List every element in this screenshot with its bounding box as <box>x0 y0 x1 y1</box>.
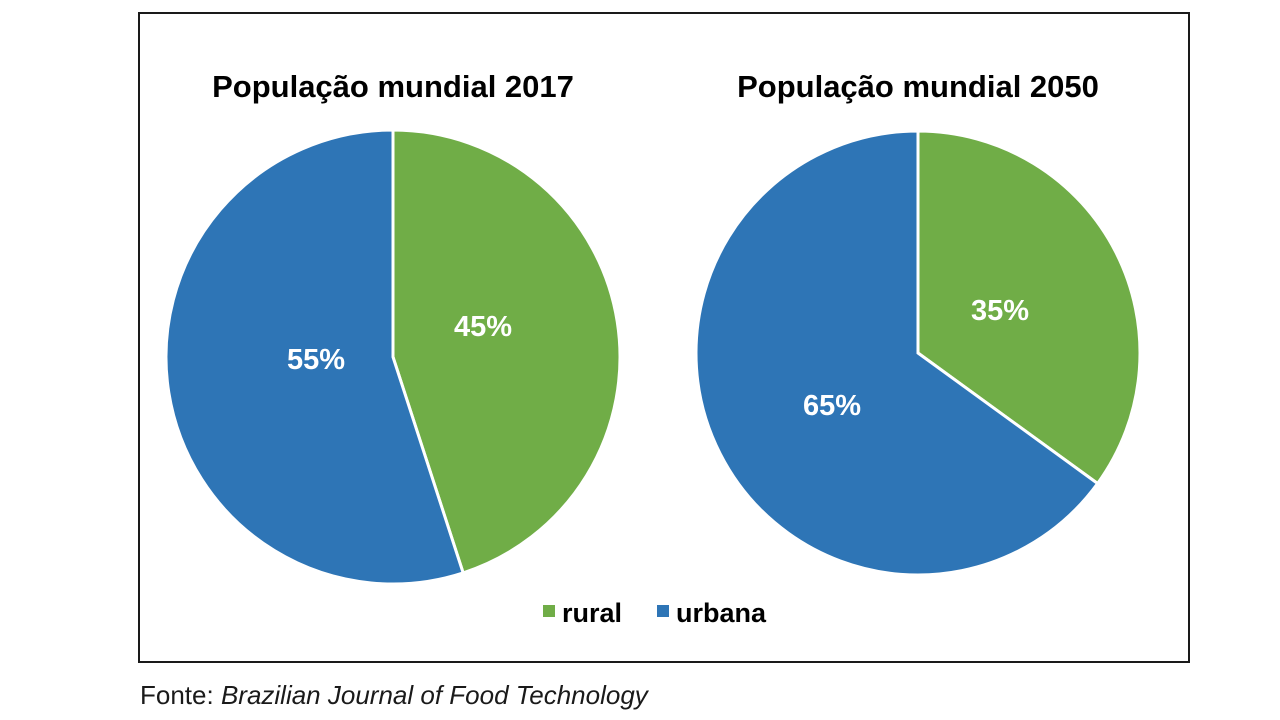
source-prefix: Fonte: <box>140 680 221 710</box>
legend-swatch-urbana <box>657 605 669 617</box>
chart-title-2050: População mundial 2050 <box>737 69 1099 104</box>
legend-label-rural: rural <box>562 598 622 628</box>
pie-slice-urbana <box>694 129 1100 577</box>
legend-swatch-rural <box>543 605 555 617</box>
legend: rural urbana <box>543 598 767 628</box>
data-label-urbana-2050: 65% <box>803 390 861 422</box>
data-label-urbana-2017: 55% <box>287 344 345 376</box>
chart-frame <box>138 12 1190 663</box>
pie-chart-2017: População mundial 2017 45% 55% <box>164 69 622 586</box>
pie-chart-2050: População mundial 2050 35% 65% <box>694 69 1142 577</box>
data-label-rural-2050: 35% <box>971 295 1029 327</box>
source-journal: Brazilian Journal of Food Technology <box>220 680 648 710</box>
pie-slices-2017 <box>164 128 622 586</box>
legend-label-urbana: urbana <box>676 598 767 628</box>
chart-title-2017: População mundial 2017 <box>212 69 574 104</box>
pie-slice-rural <box>916 129 1142 486</box>
pie-slice-urbana <box>164 128 466 586</box>
data-label-rural-2017: 45% <box>454 311 512 343</box>
source-caption: Fonte: Brazilian Journal of Food Technol… <box>140 680 648 711</box>
pie-slices-2050 <box>694 129 1142 577</box>
pie-slice-rural <box>391 128 622 575</box>
